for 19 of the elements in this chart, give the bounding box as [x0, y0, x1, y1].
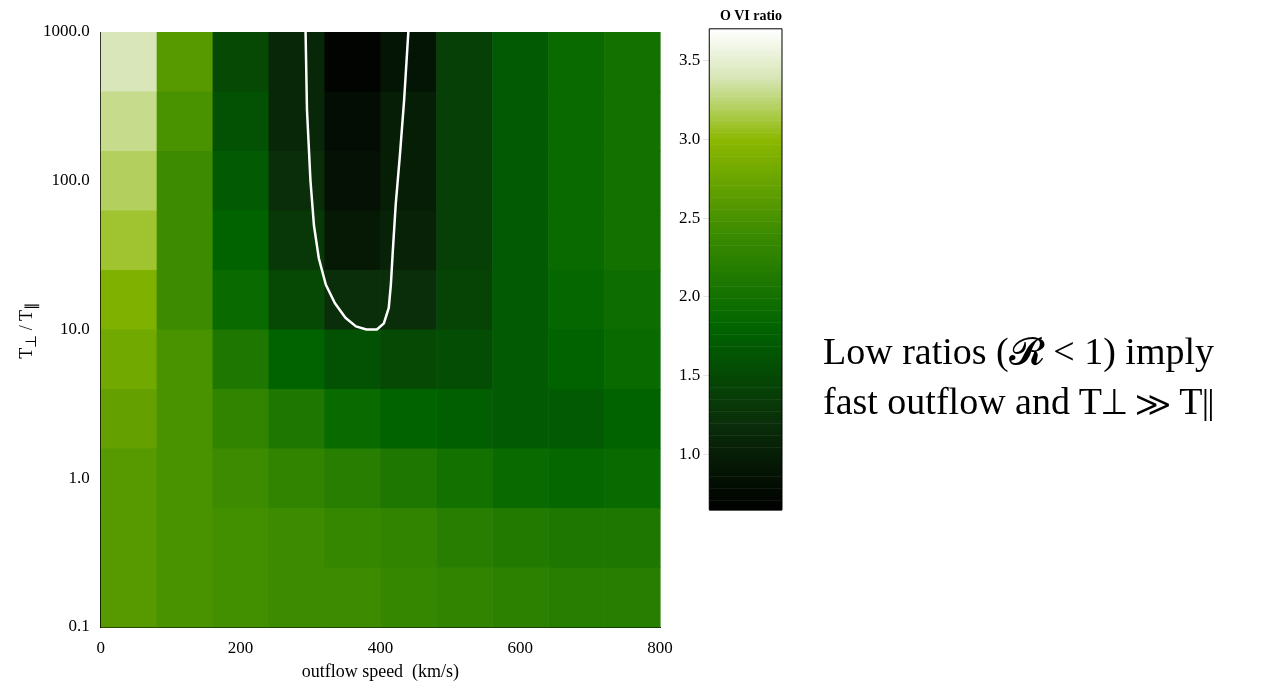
x-tick-label: 400	[367, 637, 394, 657]
color-bar-label: 1.5	[679, 365, 701, 385]
x-tick-label: 800	[647, 637, 673, 657]
y-tick-label: 10.0	[60, 318, 90, 338]
x-tick-label: 200	[227, 637, 254, 657]
y-tick-label: 100.0	[51, 170, 90, 190]
x-tick-label: 600	[507, 637, 533, 657]
text: Low ratios (𝓡 < 1) imply fast outflow and T⊥ ≫ T∥	[823, 329, 1216, 424]
x-tick-label: 0	[96, 637, 105, 657]
x-axis-title: outflow speed (km/s)	[301, 660, 460, 682]
y-tick-label: 0.1	[68, 616, 90, 636]
color-bar-label: 3.5	[679, 49, 701, 69]
color-bar-label: 1.0	[679, 444, 701, 464]
y-tick-label: 1000.0	[43, 21, 90, 41]
color-bar-label: 2.0	[679, 286, 701, 306]
y-tick-label: 1.0	[68, 467, 90, 487]
color-bar-label: 3.0	[679, 128, 701, 148]
color-bar-title: O VI ratio	[720, 8, 782, 24]
color-bar-label: 2.5	[679, 207, 701, 227]
